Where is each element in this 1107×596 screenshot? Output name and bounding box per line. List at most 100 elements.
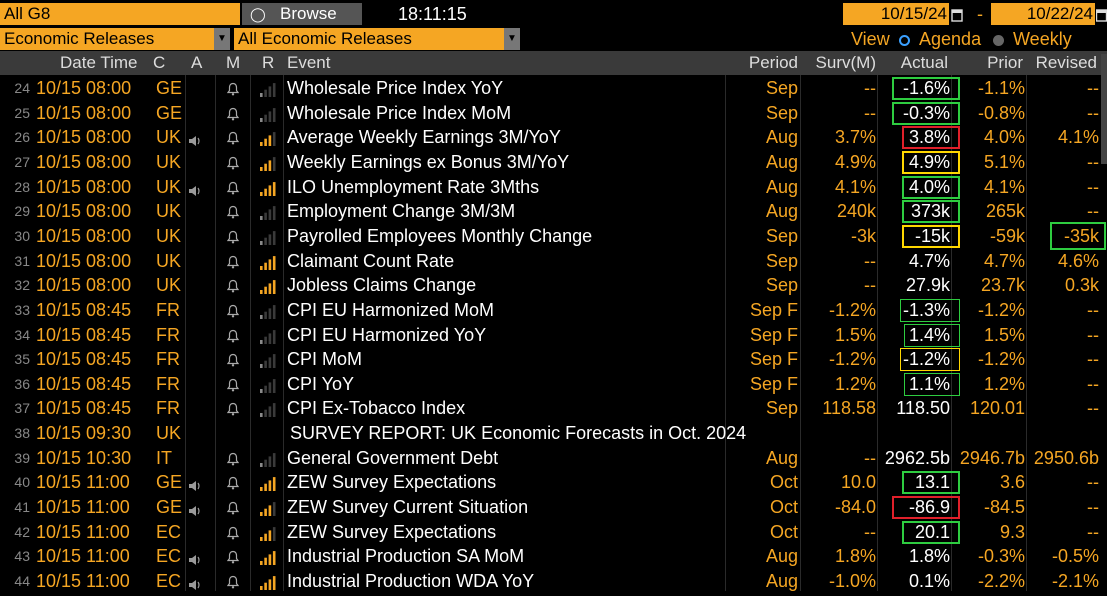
table-row[interactable]: 31 10/15 08:00 UK Claimant Count Rate Sep -- 4… (0, 249, 1107, 274)
speaker-icon[interactable] (188, 476, 202, 492)
col-actual[interactable]: Actual (900, 53, 948, 72)
bell-icon[interactable] (226, 524, 240, 540)
row-event[interactable]: ZEW Survey Expectations (287, 472, 497, 493)
row-event[interactable]: ZEW Survey Expectations (287, 521, 497, 542)
start-date-field[interactable]: 10/15/24 (843, 3, 949, 25)
row-actual: -1.3% (902, 299, 950, 320)
release-filter-select[interactable]: All Economic Releases (234, 28, 504, 50)
table-row[interactable]: 39 10/15 10:30 IT General Government Debt Au… (0, 446, 1107, 471)
agenda-radio[interactable]: Agenda (899, 28, 981, 50)
chevron-down-icon[interactable]: ▼ (214, 28, 230, 50)
table-row[interactable]: 37 10/15 08:45 FR CPI Ex-Tobacco Index Sep 11… (0, 396, 1107, 421)
row-event[interactable]: Payrolled Employees Monthly Change (287, 225, 593, 246)
bell-icon[interactable] (226, 376, 240, 392)
table-row[interactable]: 24 10/15 08:00 GE Wholesale Price Index YoY… (0, 76, 1107, 101)
table-row[interactable]: 36 10/15 08:45 FR CPI YoY Sep F 1.2% 1.1% 1.2% -… (0, 372, 1107, 397)
row-event[interactable]: CPI EU Harmonized YoY (287, 324, 487, 345)
speaker-icon[interactable] (188, 131, 202, 147)
speaker-icon[interactable] (188, 575, 202, 590)
table-row[interactable]: 25 10/15 08:00 GE Wholesale Price Index MoM… (0, 101, 1107, 126)
speaker-icon[interactable] (188, 501, 202, 517)
release-type-select[interactable]: Economic Releases (0, 28, 214, 50)
table-row[interactable]: 41 10/15 11:00 GE ZEW Survey Current Situat… (0, 495, 1107, 520)
bell-icon[interactable] (226, 203, 240, 219)
row-datetime: 10/15 11:00 (36, 571, 130, 591)
bell-icon[interactable] (226, 253, 240, 269)
relevance-bars-icon (259, 377, 277, 393)
end-date-field[interactable]: 10/22/24 (991, 3, 1095, 25)
col-revised[interactable]: Revised (1035, 53, 1097, 72)
bell-icon[interactable] (226, 400, 240, 416)
col-event[interactable]: Event (287, 53, 331, 72)
col-relevance[interactable]: R (262, 53, 275, 72)
table-row[interactable]: 28 10/15 08:00 UK ILO Unemployment Rate 3Mt… (0, 175, 1107, 200)
row-event[interactable]: CPI EU Harmonized MoM (287, 299, 495, 320)
chevron-down-icon[interactable]: ▼ (504, 28, 520, 50)
row-event[interactable]: Employment Change 3M/3M (287, 201, 516, 222)
table-row[interactable]: 32 10/15 08:00 UK Jobless Claims Change Sep -… (0, 273, 1107, 298)
table-row[interactable]: 30 10/15 08:00 UK Payrolled Employees Month… (0, 221, 1107, 250)
row-event[interactable]: CPI YoY (287, 373, 355, 394)
table-row[interactable]: 34 10/15 08:45 FR CPI EU Harmonized YoY Sep … (0, 323, 1107, 348)
scrollbar-thumb[interactable] (1101, 54, 1107, 164)
table-row[interactable]: 29 10/15 08:00 UK Employment Change 3M/3M Au… (0, 199, 1107, 224)
row-datetime: 10/15 08:45 (36, 324, 132, 345)
table-row[interactable]: 35 10/15 08:45 FR CPI MoM Sep F -1.2% -1.2% -1.… (0, 347, 1107, 372)
row-event[interactable]: Wholesale Price Index MoM (287, 102, 512, 123)
col-alert[interactable]: A (191, 53, 203, 72)
start-calendar-icon[interactable] (951, 6, 963, 22)
bell-icon[interactable] (226, 450, 240, 466)
col-mail[interactable]: M (226, 53, 241, 72)
bell-icon[interactable] (226, 499, 240, 515)
bell-icon[interactable] (226, 228, 240, 244)
row-event[interactable]: CPI Ex-Tobacco Index (287, 398, 466, 419)
row-event[interactable]: Jobless Claims Change (287, 275, 477, 296)
row-event[interactable]: SURVEY REPORT: UK Economic Forecasts in … (290, 423, 747, 444)
row-event[interactable]: Wholesale Price Index YoY (287, 78, 504, 98)
col-datetime[interactable]: Date Time (60, 53, 138, 72)
table-row[interactable]: 42 10/15 11:00 EC ZEW Survey Expectations Oc… (0, 520, 1107, 545)
row-event[interactable]: Industrial Production WDA YoY (287, 571, 535, 591)
table-row[interactable]: 38 10/15 09:30 UK SURVEY REPORT: UK Economi… (0, 421, 1107, 446)
browse-button[interactable]: ◯ Browse (242, 3, 362, 25)
weekly-radio[interactable]: Weekly (993, 28, 1072, 50)
table-row[interactable]: 43 10/15 11:00 EC Industrial Production SA … (0, 544, 1107, 569)
row-datetime: 10/15 11:00 (36, 497, 130, 518)
end-calendar-icon[interactable] (1095, 6, 1107, 22)
table-row[interactable]: 27 10/15 08:00 UK Weekly Earnings ex Bonus … (0, 150, 1107, 175)
speaker-icon[interactable] (188, 550, 202, 566)
row-event[interactable]: General Government Debt (287, 447, 499, 468)
bell-icon[interactable] (226, 80, 240, 96)
bell-icon[interactable] (226, 302, 240, 318)
bell-icon[interactable] (226, 351, 240, 367)
row-event[interactable]: Claimant Count Rate (287, 250, 455, 271)
bell-icon[interactable] (226, 154, 240, 170)
actual-highlight-box (892, 496, 960, 520)
table-row[interactable]: 26 10/15 08:00 UK Average Weekly Earnings 3… (0, 125, 1107, 150)
region-field[interactable]: All G8 (0, 3, 240, 25)
table-row[interactable]: 33 10/15 08:45 FR CPI EU Harmonized MoM Sep … (0, 298, 1107, 323)
col-survey[interactable]: Surv(M) (815, 53, 876, 72)
col-period[interactable]: Period (748, 53, 798, 72)
row-event[interactable]: ILO Unemployment Rate 3Mths (287, 176, 540, 197)
table-row[interactable]: 44 10/15 11:00 EC Industrial Production WDA… (0, 569, 1107, 594)
row-event[interactable]: ZEW Survey Current Situation (287, 497, 529, 518)
bell-icon[interactable] (226, 105, 240, 121)
col-prior[interactable]: Prior (987, 53, 1023, 72)
row-datetime: 10/15 08:45 (36, 373, 132, 394)
bell-icon[interactable] (226, 179, 240, 195)
bell-icon[interactable] (226, 474, 240, 490)
row-number: 34 (14, 326, 30, 343)
bell-icon[interactable] (226, 573, 240, 589)
col-country[interactable]: C (153, 53, 166, 72)
row-event[interactable]: Weekly Earnings ex Bonus 3M/YoY (287, 151, 570, 172)
row-event[interactable]: Industrial Production SA MoM (287, 546, 525, 567)
bell-icon[interactable] (226, 548, 240, 564)
bell-icon[interactable] (226, 327, 240, 342)
row-event[interactable]: Average Weekly Earnings 3M/YoY (287, 127, 561, 148)
row-event[interactable]: CPI MoM (287, 349, 363, 370)
bell-icon[interactable] (226, 129, 240, 145)
table-row[interactable]: 40 10/15 11:00 GE ZEW Survey Expectations Oc… (0, 470, 1107, 495)
bell-icon[interactable] (226, 277, 240, 293)
speaker-icon[interactable] (188, 181, 202, 196)
